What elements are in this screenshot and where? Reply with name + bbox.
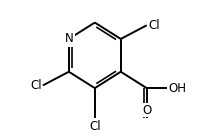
- Text: Cl: Cl: [89, 120, 101, 132]
- Text: Cl: Cl: [148, 19, 160, 32]
- Text: Cl: Cl: [30, 79, 42, 92]
- Text: N: N: [64, 32, 73, 45]
- Text: OH: OH: [168, 82, 186, 95]
- Text: O: O: [142, 104, 151, 117]
